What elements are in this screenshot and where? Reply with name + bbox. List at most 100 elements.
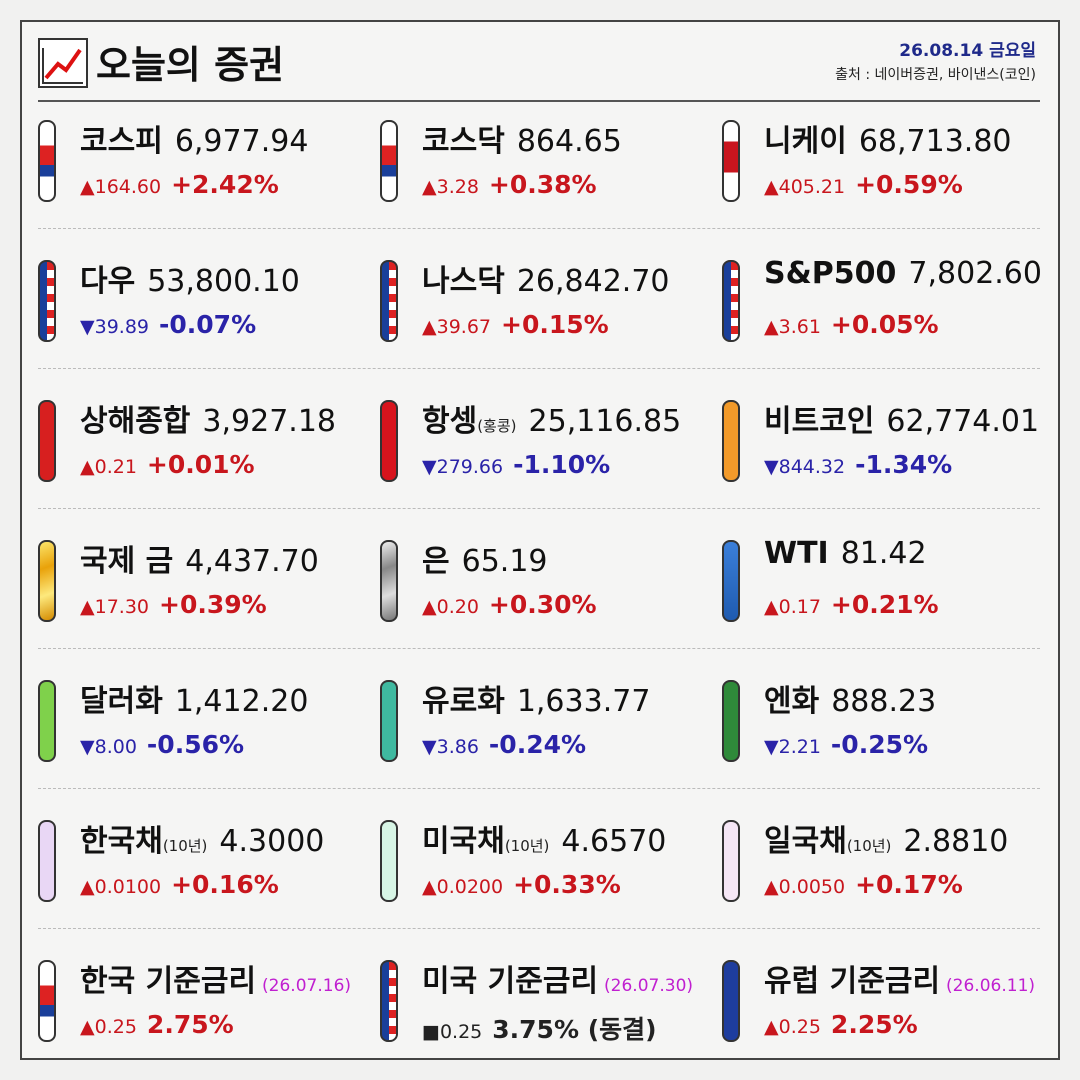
item-value: 1,412.20 bbox=[174, 684, 309, 719]
item-change: ▼844.32 bbox=[764, 456, 846, 478]
item-change: ▲405.21 bbox=[764, 176, 846, 198]
row-divider bbox=[38, 788, 1040, 789]
item-pct: +0.15% bbox=[501, 310, 609, 339]
item-change: ▲164.60 bbox=[80, 176, 162, 198]
frame bbox=[20, 20, 1060, 1060]
item-name: 한국채 bbox=[80, 824, 163, 859]
item-value: 4,437.70 bbox=[185, 544, 319, 579]
item-icon bbox=[722, 960, 740, 1042]
item-pct: +0.01% bbox=[146, 450, 255, 479]
item-name: 다우 bbox=[80, 264, 136, 299]
item-title-line: WTI 81.42 bbox=[764, 536, 927, 571]
item-title-line: 코스피 6,977.94 bbox=[80, 116, 308, 160]
item-icon bbox=[38, 400, 56, 482]
item-change: ▲0.21 bbox=[80, 456, 137, 478]
item-icon bbox=[722, 260, 740, 342]
item-change: ▼3.86 bbox=[422, 736, 479, 758]
item-change: ▲0.17 bbox=[764, 596, 821, 618]
item-note: (홍콩) bbox=[477, 417, 517, 435]
item-icon bbox=[380, 260, 398, 342]
item-name: 비트코인 bbox=[764, 404, 875, 439]
item-change-line: ▲17.30 +0.39% bbox=[80, 590, 267, 619]
item-icon bbox=[380, 960, 398, 1042]
item-change-line: ▼279.66 -1.10% bbox=[422, 450, 610, 479]
item-date-note: (26.07.16) bbox=[262, 976, 352, 996]
item-title-line: 미국채 (10년) 4.6570 bbox=[422, 816, 666, 860]
item-pct: +0.05% bbox=[830, 310, 939, 339]
item-pct: +0.30% bbox=[488, 590, 597, 619]
item-pct: -0.25% bbox=[830, 730, 929, 759]
item-title-line: 한국채 (10년) 4.3000 bbox=[80, 816, 324, 860]
row-divider bbox=[38, 228, 1040, 229]
item-icon bbox=[38, 260, 56, 342]
item-change: ▼279.66 bbox=[422, 456, 504, 478]
item-icon bbox=[380, 540, 398, 622]
item-icon bbox=[380, 400, 398, 482]
item-pct: +2.42% bbox=[171, 170, 279, 199]
item-pct: +0.33% bbox=[513, 870, 621, 899]
item-change-line: ▲0.0200 +0.33% bbox=[422, 870, 621, 899]
item-title-line: 코스닥 864.65 bbox=[422, 116, 622, 160]
item-title-line: 니케이 68,713.80 bbox=[764, 116, 1012, 160]
item-name: 미국채 bbox=[422, 824, 505, 859]
item-change-line: ▲3.61 +0.05% bbox=[764, 310, 939, 339]
item-name: S&P500 bbox=[764, 256, 897, 291]
item-change-line: ▲0.0050 +0.17% bbox=[764, 870, 963, 899]
item-title-line: 엔화 888.23 bbox=[764, 676, 936, 720]
item-icon bbox=[38, 820, 56, 902]
item-change: ▲3.28 bbox=[422, 176, 479, 198]
item-value: 53,800.10 bbox=[147, 264, 300, 299]
item-name: WTI bbox=[764, 536, 829, 571]
item-name: 국제 금 bbox=[80, 544, 174, 579]
item-name: 미국 기준금리 bbox=[422, 964, 599, 999]
divider bbox=[38, 100, 1040, 102]
item-value: 26,842.70 bbox=[516, 264, 670, 299]
item-value: 68,713.80 bbox=[858, 124, 1012, 159]
item-title-line: 미국 기준금리 (26.07.30) bbox=[422, 956, 693, 1000]
item-pct: +0.38% bbox=[488, 170, 597, 199]
item-title-line: 상해종합 3,927.18 bbox=[80, 396, 336, 440]
item-title-line: 일국채 (10년) 2.8810 bbox=[764, 816, 1008, 860]
row-divider bbox=[38, 928, 1040, 929]
row-divider bbox=[38, 508, 1040, 509]
item-icon bbox=[722, 120, 740, 202]
item-value: 4.6570 bbox=[561, 824, 667, 859]
item-pct: -0.07% bbox=[159, 310, 257, 339]
item-change-line: ▲164.60 +2.42% bbox=[80, 170, 279, 199]
item-name: 유럽 기준금리 bbox=[764, 964, 941, 999]
item-change: ▲0.0200 bbox=[422, 876, 504, 898]
item-name: 일국채 bbox=[764, 824, 847, 859]
item-title-line: 항셍 (홍콩) 25,116.85 bbox=[422, 396, 681, 440]
item-value: 888.23 bbox=[831, 684, 937, 719]
item-change: ▲0.25 bbox=[80, 1016, 137, 1038]
item-icon bbox=[38, 960, 56, 1042]
item-change: ▲0.0050 bbox=[764, 876, 846, 898]
item-icon bbox=[38, 120, 56, 202]
item-icon bbox=[722, 540, 740, 622]
source: 출처 : 네이버증권, 바이낸스(코인) bbox=[835, 67, 1036, 83]
item-value: 1,633.77 bbox=[516, 684, 651, 719]
item-title-line: 유럽 기준금리 (26.06.11) bbox=[764, 956, 1035, 1000]
item-icon bbox=[38, 540, 56, 622]
item-change-line: ▲3.28 +0.38% bbox=[422, 170, 597, 199]
item-name: 엔화 bbox=[764, 684, 820, 719]
item-change-line: ▲0.25 2.25% bbox=[764, 1010, 918, 1039]
item-name: 유로화 bbox=[422, 684, 505, 719]
item-icon bbox=[38, 680, 56, 762]
title: 오늘의 증권 bbox=[96, 43, 285, 87]
item-change-line: ▲0.0100 +0.16% bbox=[80, 870, 279, 899]
item-name: 나스닥 bbox=[422, 264, 505, 299]
item-icon bbox=[722, 400, 740, 482]
item-title-line: 한국 기준금리 (26.07.16) bbox=[80, 956, 351, 1000]
chart-icon bbox=[38, 38, 88, 88]
item-name: 상해종합 bbox=[80, 404, 191, 439]
item-note: (10년) bbox=[162, 837, 208, 855]
item-change: ▼8.00 bbox=[80, 736, 137, 758]
item-name: 항셍 bbox=[422, 404, 478, 439]
item-title-line: 나스닥 26,842.70 bbox=[422, 256, 670, 300]
item-value: 4.3000 bbox=[219, 824, 325, 859]
item-icon bbox=[380, 820, 398, 902]
item-title-line: 달러화 1,412.20 bbox=[80, 676, 308, 720]
item-pct: -0.24% bbox=[488, 730, 587, 759]
